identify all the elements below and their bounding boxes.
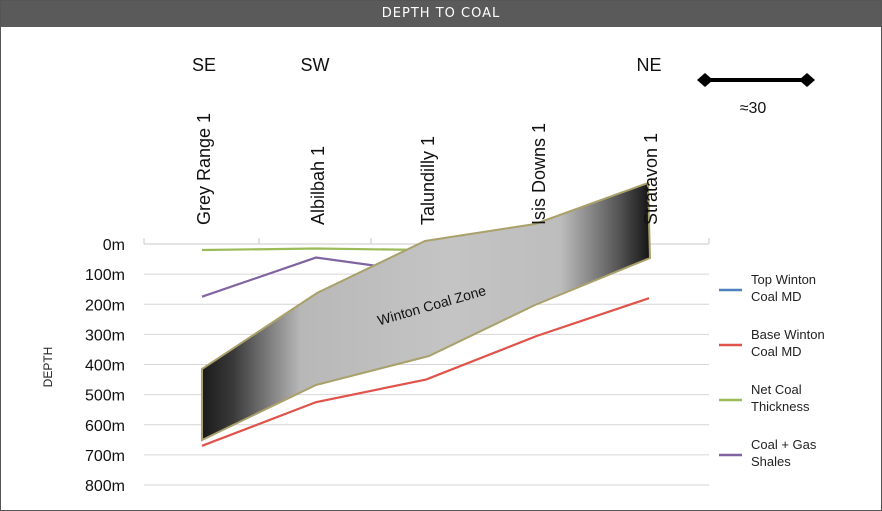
direction-label: NE [636, 55, 661, 75]
y-tick-label: 400m [85, 358, 125, 375]
y-tick-label: 800m [85, 478, 125, 495]
legend-label: Base Winton [751, 327, 825, 342]
y-tick-label: 100m [85, 267, 125, 284]
well-label: Grey Range 1 [194, 113, 214, 225]
well-label: Stratavon 1 [641, 133, 661, 225]
series-line [201, 297, 650, 447]
y-tick-label: 200m [85, 297, 125, 314]
y-tick-label: 500m [85, 388, 125, 405]
y-axis-ticks: 0m 100m 200m 300m 400m 500m 600m 700m 800m [85, 237, 125, 495]
legend-label: Net Coal [751, 382, 802, 397]
scale-bar: ≈30 [697, 73, 815, 117]
direction-labels: SE SW NE [192, 55, 662, 75]
direction-label: SW [301, 55, 330, 75]
legend-label: Shales [751, 454, 791, 469]
y-tick-label: 0m [103, 237, 125, 254]
y-axis-label: DEPTH [41, 347, 55, 388]
legend-label: Coal + Gas [751, 437, 817, 452]
legend-label: Top Winton [751, 272, 816, 287]
y-tick-label: 600m [85, 418, 125, 435]
direction-label: SE [192, 55, 216, 75]
legend: Top Winton Coal MD Base Winton Coal MD Net C… [719, 272, 825, 469]
scale-label: ≈30 [740, 100, 767, 117]
winton-coal-zone-shape [201, 181, 652, 442]
y-tick-label: 300m [85, 327, 125, 344]
well-label: Talundilly 1 [418, 136, 438, 225]
well-label: Albilbah 1 [308, 146, 328, 225]
legend-label: Coal MD [751, 344, 802, 359]
chart-title: DEPTH TO COAL [1, 1, 881, 27]
well-label: Isis Downs 1 [529, 123, 549, 225]
well-labels: Grey Range 1 Albilbah 1 Talundilly 1 Isis D… [194, 113, 661, 225]
legend-label: Coal MD [751, 289, 802, 304]
y-tick-label: 700m [85, 448, 125, 465]
legend-label: Thickness [751, 399, 810, 414]
